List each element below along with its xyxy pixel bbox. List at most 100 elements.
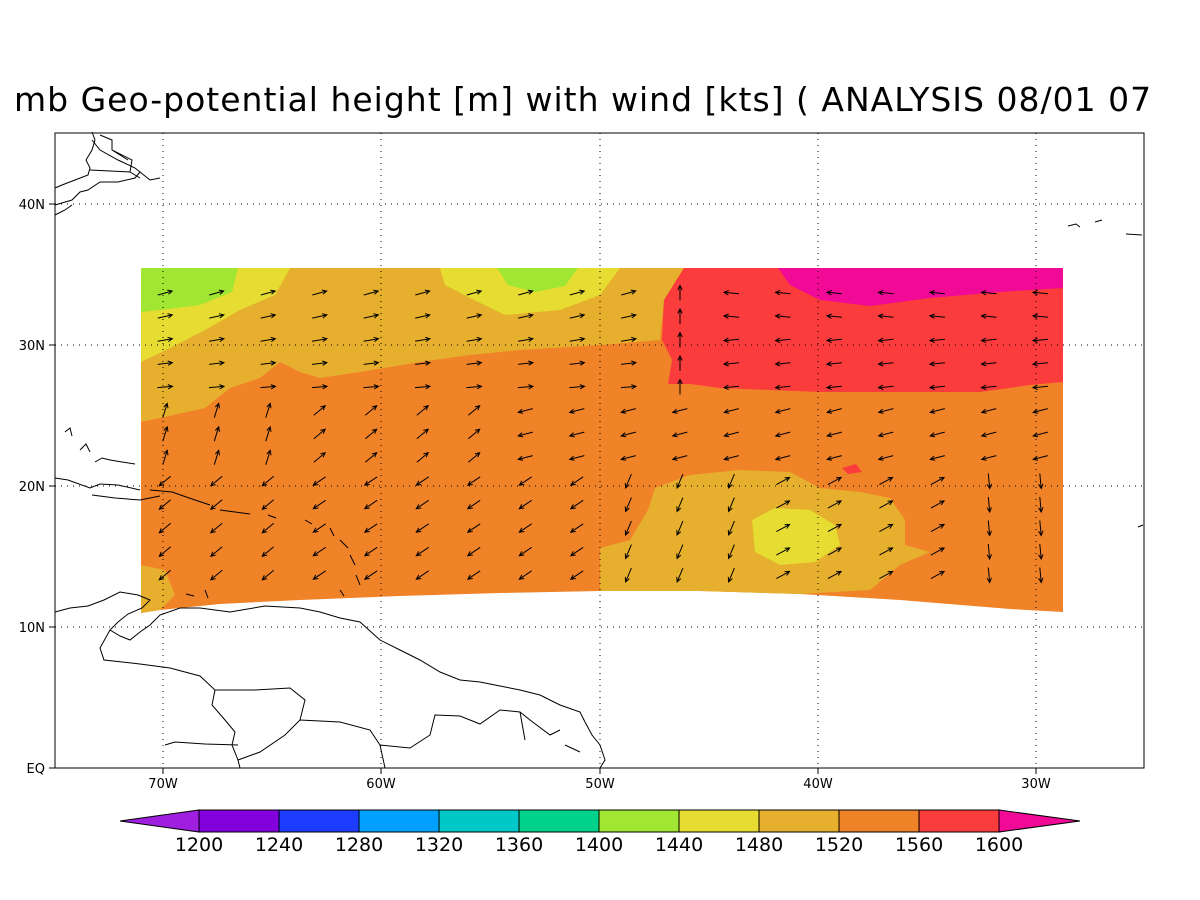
wind-arrow — [466, 570, 481, 580]
wind-arrow — [928, 361, 946, 367]
wind-arrow — [518, 546, 532, 557]
wind-arrow — [774, 431, 791, 438]
wind-arrow — [980, 431, 997, 438]
wind-arrow — [162, 425, 169, 442]
colorbar-label: 1440 — [655, 834, 703, 856]
wind-arrow — [879, 476, 894, 486]
wind-arrow — [312, 546, 326, 557]
wind-arrow — [620, 408, 636, 414]
colorbar-label: 1600 — [975, 834, 1023, 856]
lat-label-20n: 20N — [19, 480, 45, 495]
wind-arrow — [1032, 455, 1048, 461]
colorbar-label: 1520 — [815, 834, 863, 856]
wind-arrow — [261, 522, 275, 534]
wind-arrow — [312, 313, 328, 319]
wind-arrow — [676, 567, 684, 583]
wind-arrow — [213, 425, 220, 442]
wind-arrow — [363, 523, 378, 533]
wind-arrow — [415, 476, 429, 486]
wind-arrow — [261, 546, 275, 558]
wind-arrow — [980, 290, 997, 296]
contour-fill-1440 — [141, 268, 238, 312]
wind-arrow — [776, 500, 791, 509]
wind-arrow — [1038, 520, 1044, 537]
wind-arrow — [158, 522, 172, 534]
wind-arrow — [363, 313, 380, 319]
lat-label-30n: 30N — [19, 339, 45, 354]
wind-arrow — [723, 408, 739, 414]
wind-arrow — [986, 543, 992, 561]
wind-arrow — [466, 499, 481, 510]
wind-arrow — [518, 289, 534, 296]
colorbar-label: 1480 — [735, 834, 783, 856]
wind-arrow — [826, 455, 842, 461]
wind-arrow — [209, 289, 225, 296]
wind-arrow — [621, 313, 637, 319]
wind-arrow — [312, 289, 328, 296]
wind-arrow — [518, 499, 532, 510]
wind-arrow — [986, 473, 992, 490]
wind-arrow — [986, 567, 992, 584]
wind-arrow — [671, 455, 688, 461]
wind-arrow — [1031, 337, 1049, 343]
colorbar-low-triangle — [119, 809, 200, 833]
wind-arrow — [825, 361, 843, 367]
wind-arrow — [209, 522, 223, 534]
wind-arrow — [722, 337, 740, 343]
wind-arrow — [518, 523, 532, 533]
wind-arrow — [568, 455, 585, 461]
height-field — [141, 268, 1063, 613]
wind-arrow — [1038, 543, 1044, 561]
wind-arrow — [467, 451, 481, 463]
wind-arrow — [518, 313, 534, 319]
colorbar-segment — [678, 809, 760, 833]
wind-arrow — [827, 547, 843, 556]
wind-arrow — [722, 290, 740, 296]
wind-arrow — [825, 337, 843, 343]
colorbar-segment — [598, 809, 680, 833]
wind-arrow — [624, 544, 632, 560]
wind-arrow — [928, 290, 946, 296]
wind-arrow — [208, 384, 226, 390]
lat-label-eq: EQ — [27, 762, 45, 777]
wind-arrow — [158, 546, 172, 558]
wind-arrow — [363, 546, 378, 557]
colorbar-segment — [198, 809, 280, 833]
wind-arrow — [260, 336, 277, 343]
wind-arrow — [569, 570, 584, 580]
wind-arrow — [827, 476, 843, 486]
wind-arrow — [722, 361, 740, 367]
wind-arrow — [930, 500, 946, 509]
wind-arrow — [157, 289, 174, 296]
wind-arrow — [260, 313, 277, 319]
wind-arrow — [518, 476, 532, 486]
wind-arrow — [260, 289, 277, 296]
wind-arrow — [827, 500, 843, 509]
wind-arrow — [313, 428, 327, 440]
wind-arrow — [774, 384, 791, 390]
wind-arrow — [157, 336, 174, 343]
wind-arrow — [929, 455, 945, 461]
wind-arrow — [776, 570, 791, 580]
wind-arrow — [722, 313, 740, 319]
wind-arrow — [311, 384, 329, 390]
wind-arrow — [677, 378, 683, 395]
contour-fill-1640 — [778, 268, 1063, 306]
wind-arrow — [930, 547, 946, 556]
wind-arrow — [363, 360, 380, 366]
wind-arrow — [261, 569, 275, 581]
wind-arrow — [929, 431, 945, 438]
wind-arrow — [209, 360, 226, 366]
wind-arrow — [877, 313, 894, 319]
wind-arrow — [727, 567, 735, 583]
south-america-borders — [215, 687, 581, 769]
wind-arrow — [677, 331, 683, 348]
wind-arrow — [980, 455, 997, 461]
wind-arrow — [774, 361, 791, 367]
wind-arrow — [415, 523, 429, 533]
wind-arrow — [930, 570, 946, 580]
wind-arrow — [261, 499, 275, 511]
wind-arrow — [568, 408, 585, 414]
wind-arrow — [265, 449, 272, 465]
